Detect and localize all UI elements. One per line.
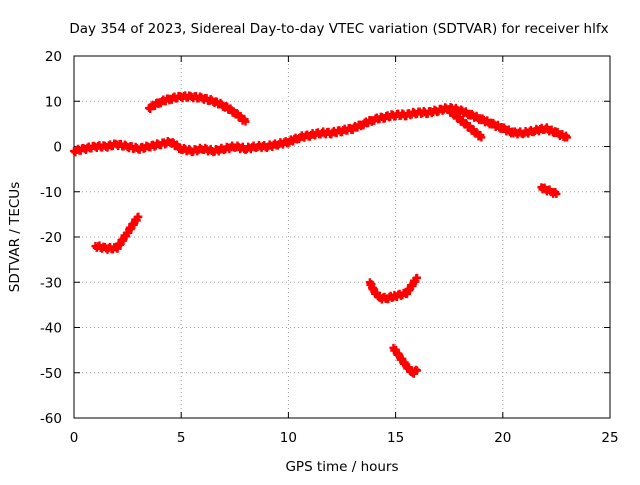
y-tick-label: -30 bbox=[40, 275, 62, 291]
series-arc-morning bbox=[145, 91, 250, 126]
series-main-band bbox=[70, 103, 572, 157]
data-point bbox=[413, 366, 422, 375]
data-point bbox=[413, 273, 422, 282]
series-dip-early bbox=[91, 212, 143, 254]
x-tick-label: 15 bbox=[387, 430, 404, 446]
x-tick-label: 20 bbox=[494, 430, 511, 446]
y-tick-label: -60 bbox=[40, 411, 62, 427]
x-tick-label: 25 bbox=[601, 430, 618, 446]
series-dip-deep bbox=[389, 343, 422, 378]
y-axis-label: SDTVAR / TECUs bbox=[7, 182, 23, 292]
x-tick-label: 0 bbox=[70, 430, 79, 446]
x-tick-label: 10 bbox=[280, 430, 297, 446]
data-point bbox=[563, 133, 572, 142]
y-tick-label: -20 bbox=[40, 230, 62, 246]
grid-lines bbox=[74, 56, 610, 418]
y-tick-label: -40 bbox=[40, 321, 62, 337]
data-point bbox=[241, 117, 250, 126]
y-tick-label: 20 bbox=[45, 49, 62, 65]
series-dip-mid bbox=[365, 273, 422, 304]
y-tick-label: 10 bbox=[45, 94, 62, 110]
x-axis-label: GPS time / hours bbox=[285, 459, 398, 475]
y-tick-label: 0 bbox=[53, 140, 62, 156]
y-tick-label: -50 bbox=[40, 366, 62, 382]
data-point bbox=[477, 133, 486, 142]
axis-ticks: 0 5 10 15 20 25 -60 -50 -40 -30 -20 -10 0 10 20 bbox=[40, 49, 619, 446]
series-tail-22 bbox=[537, 183, 561, 199]
chart-title: Day 354 of 2023, Sidereal Day-to-day VTE… bbox=[69, 21, 608, 37]
data-point bbox=[552, 190, 561, 199]
series-branch-17-19 bbox=[445, 106, 486, 142]
data-points bbox=[70, 91, 572, 378]
data-point bbox=[134, 212, 143, 221]
y-tick-label: -10 bbox=[40, 185, 62, 201]
x-tick-label: 5 bbox=[177, 430, 186, 446]
